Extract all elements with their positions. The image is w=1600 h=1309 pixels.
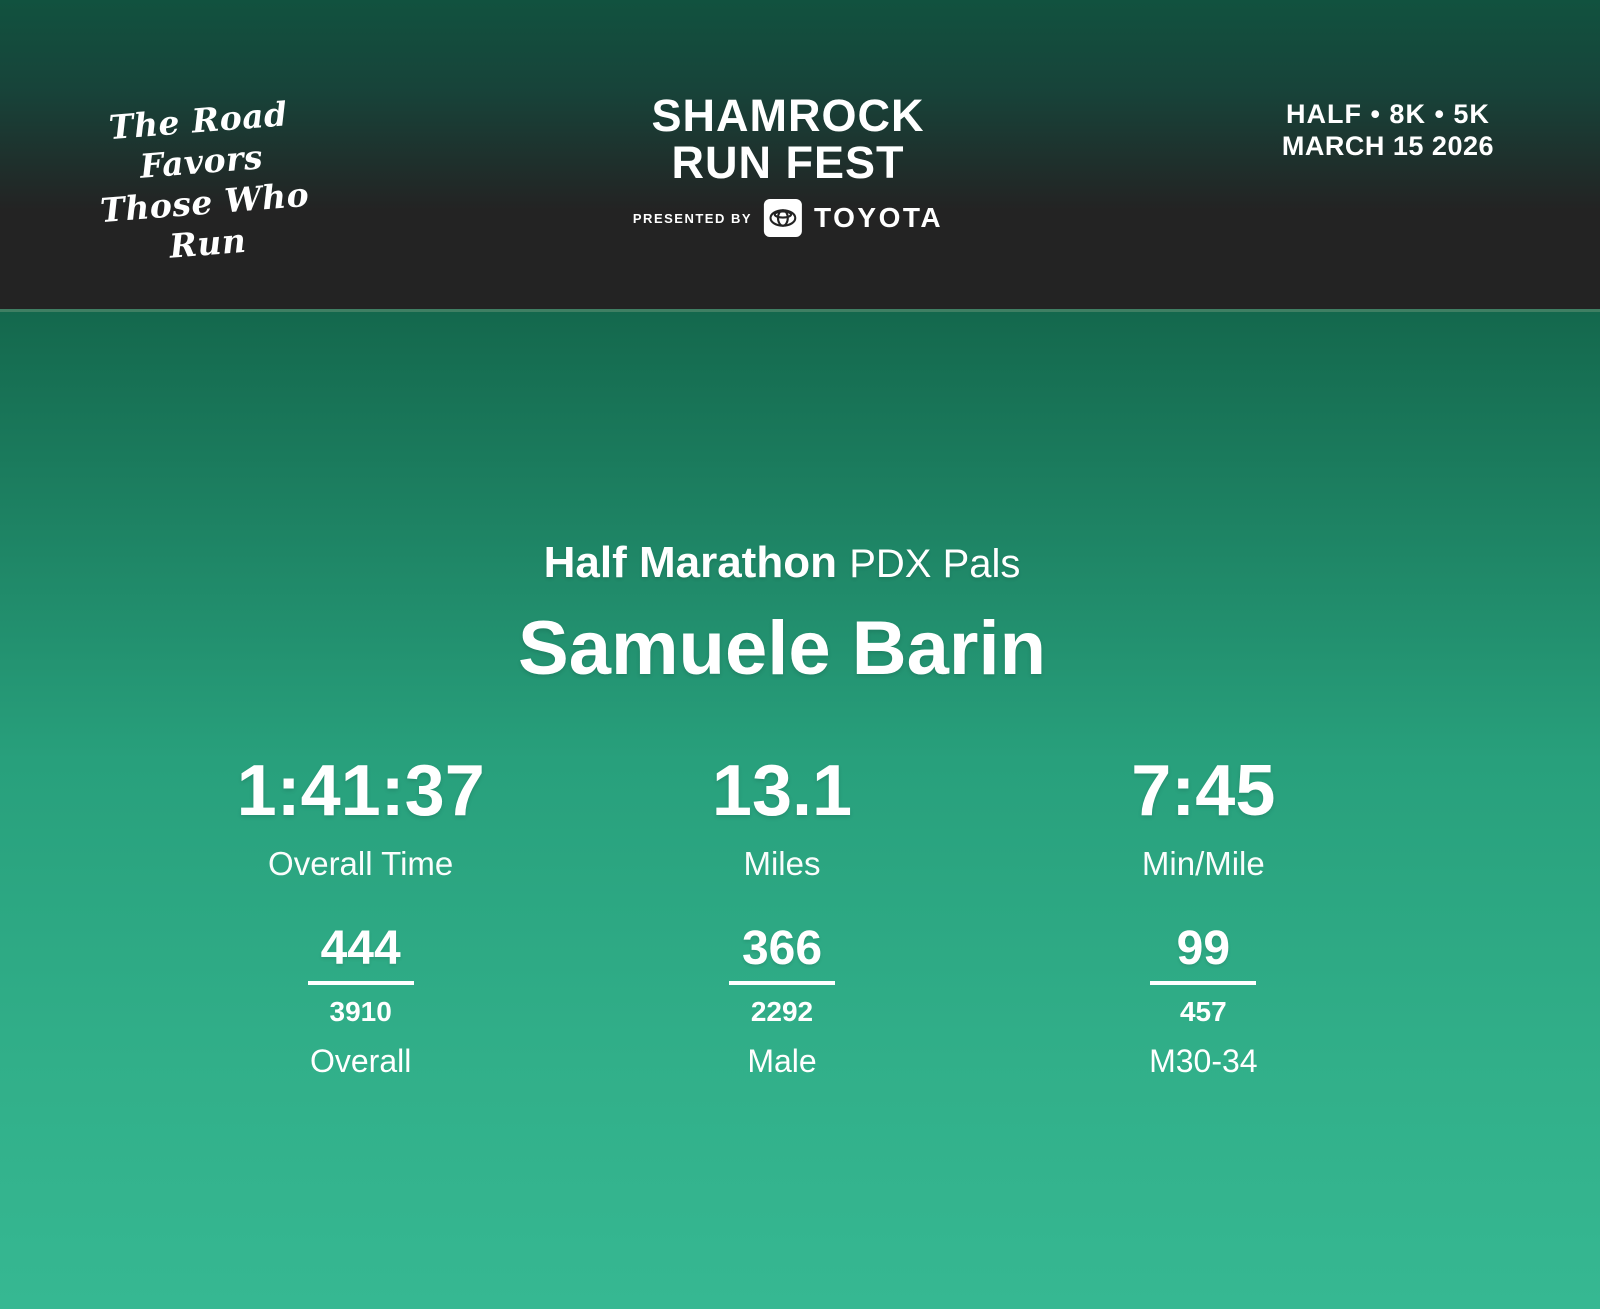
stat-value: 7:45 [1131, 751, 1276, 831]
header-accent-divider [0, 309, 1600, 312]
ranking-overall: 444 3910 Overall [150, 922, 571, 1080]
athlete-name: Samuele Barin [518, 606, 1046, 691]
race-title: Half Marathon PDX Pals [150, 540, 1414, 587]
event-info: HALF • 8K • 5K MARCH 15 2026 [1282, 98, 1494, 162]
rank-divider [307, 981, 414, 985]
rank-value: 99 [1176, 922, 1231, 975]
stat-label: Min/Mile [1141, 845, 1265, 882]
rank-label: Male [747, 1043, 817, 1079]
rank-value: 444 [320, 922, 401, 975]
sponsor-name: TOYOTA [814, 202, 944, 233]
shamrock-run-fest-logo: SHAMROCK RUN FEST PRESENTED BY TOYOTA [633, 92, 943, 237]
race-name: Half Marathon [543, 538, 837, 587]
tagline: The Road Favors Those Who Run [52, 89, 354, 275]
event-date: MARCH 15 2026 [1281, 131, 1494, 161]
ranking-gender: 366 2292 Male [571, 922, 992, 1080]
rank-total: 457 [1179, 996, 1227, 1027]
ranking-division: 99 457 M30-34 [993, 922, 1414, 1080]
presented-by-row: PRESENTED BY TOYOTA [633, 199, 943, 237]
rank-label: M30-34 [1149, 1043, 1258, 1079]
stat-label: Overall Time [268, 845, 454, 882]
stat-pace: 7:45 Min/Mile [993, 755, 1414, 883]
rankings-row: 444 3910 Overall 366 2292 Male 99 457 M3… [150, 922, 1414, 1080]
team-name: PDX Pals [849, 542, 1021, 586]
logo-title-line2: RUN FEST [671, 137, 905, 188]
results-section: Half Marathon PDX Pals Samuele Barin 1:4… [0, 312, 1600, 1309]
results-content: Half Marathon PDX Pals Samuele Barin 1:4… [150, 312, 1414, 1080]
toyota-logo-icon [764, 199, 803, 237]
stat-value: 13.1 [711, 751, 853, 831]
stats-row: 1:41:37 Overall Time 13.1 Miles 7:45 Min… [150, 755, 1414, 883]
stat-label: Miles [743, 845, 821, 882]
stat-overall-time: 1:41:37 Overall Time [150, 755, 571, 883]
header: The Road Favors Those Who Run SHAMROCK R… [0, 0, 1600, 309]
rank-value: 366 [741, 922, 823, 975]
rank-total: 2292 [750, 996, 814, 1027]
event-distances: HALF • 8K • 5K [1285, 99, 1490, 129]
stat-miles: 13.1 Miles [571, 755, 992, 883]
logo-title-line1: SHAMROCK [651, 90, 925, 141]
rank-divider [728, 981, 835, 985]
rank-divider [1150, 981, 1257, 985]
rank-label: Overall [309, 1043, 412, 1079]
stat-value: 1:41:37 [236, 751, 485, 831]
rank-total: 3910 [329, 996, 392, 1027]
presented-by-label: PRESENTED BY [632, 210, 753, 226]
